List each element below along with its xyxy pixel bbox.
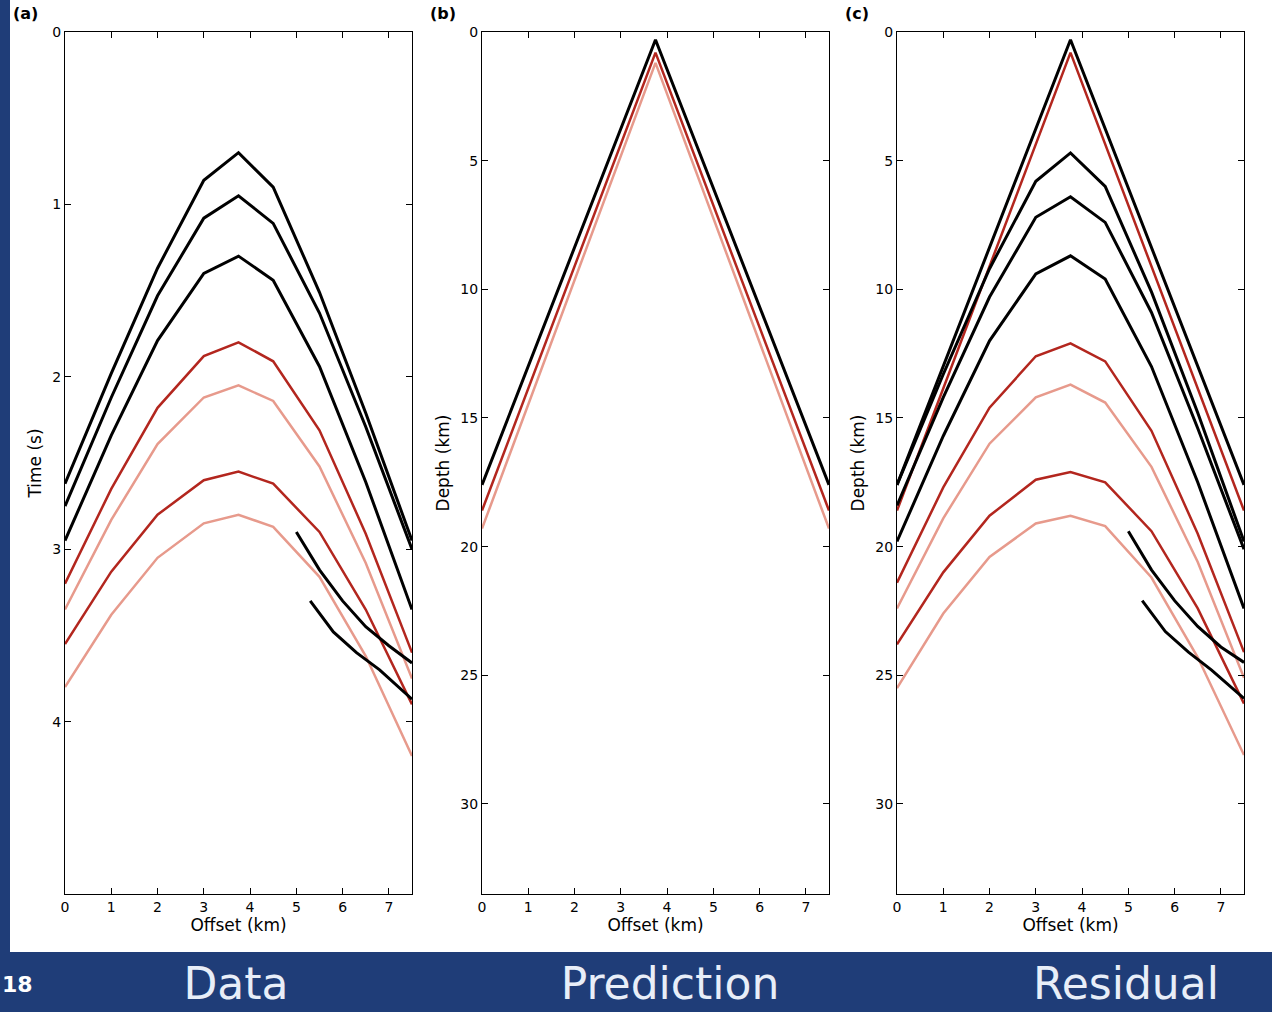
svg-text:6: 6 [1170,899,1179,915]
svg-text:30: 30 [875,796,893,812]
svg-text:10: 10 [460,281,478,297]
html-text:18: 18 [2,972,33,997]
svg-text:0: 0 [478,899,487,915]
svg-text:1: 1 [939,899,948,915]
svg-text:5: 5 [292,899,301,915]
svg-text:5: 5 [884,153,893,169]
svg-text:(a): (a) [13,4,38,23]
svg-text:Depth (km): Depth (km) [433,415,453,512]
svg-text:25: 25 [875,667,893,683]
html-text:Data: Data [183,958,289,1009]
svg-text:0: 0 [469,24,478,40]
svg-text:4: 4 [663,899,672,915]
html-text:Residual: Residual [1033,958,1219,1009]
svg-text:(c): (c) [845,4,869,23]
svg-text:Offset (km): Offset (km) [1022,915,1118,935]
svg-text:Offset (km): Offset (km) [607,915,703,935]
svg-text:2: 2 [985,899,994,915]
svg-text:25: 25 [460,667,478,683]
svg-text:2: 2 [52,369,61,385]
svg-text:3: 3 [52,541,61,557]
svg-text:1: 1 [52,196,61,212]
svg-text:2: 2 [153,899,162,915]
svg-text:4: 4 [246,899,255,915]
svg-text:Offset (km): Offset (km) [190,915,286,935]
svg-text:7: 7 [1216,899,1225,915]
svg-text:10: 10 [875,281,893,297]
svg-text:2: 2 [570,899,579,915]
svg-text:Time (s): Time (s) [25,428,45,498]
svg-text:15: 15 [875,410,893,426]
svg-text:4: 4 [1078,899,1087,915]
svg-text:0: 0 [52,24,61,40]
svg-text:3: 3 [1031,899,1040,915]
svg-text:6: 6 [755,899,764,915]
svg-text:20: 20 [875,539,893,555]
svg-text:30: 30 [460,796,478,812]
svg-text:5: 5 [469,153,478,169]
svg-text:Depth (km): Depth (km) [848,415,868,512]
svg-text:5: 5 [709,899,718,915]
svg-text:0: 0 [61,899,70,915]
svg-text:7: 7 [801,899,810,915]
svg-text:20: 20 [460,539,478,555]
svg-text:1: 1 [107,899,116,915]
svg-text:3: 3 [199,899,208,915]
svg-text:0: 0 [884,24,893,40]
svg-text:7: 7 [384,899,393,915]
svg-text:6: 6 [338,899,347,915]
svg-text:3: 3 [616,899,625,915]
svg-text:(b): (b) [430,4,456,23]
svg-text:5: 5 [1124,899,1133,915]
html-text:Prediction: Prediction [560,958,780,1009]
svg-text:0: 0 [893,899,902,915]
svg-text:15: 15 [460,410,478,426]
svg-text:1: 1 [524,899,533,915]
svg-text:4: 4 [52,714,61,730]
